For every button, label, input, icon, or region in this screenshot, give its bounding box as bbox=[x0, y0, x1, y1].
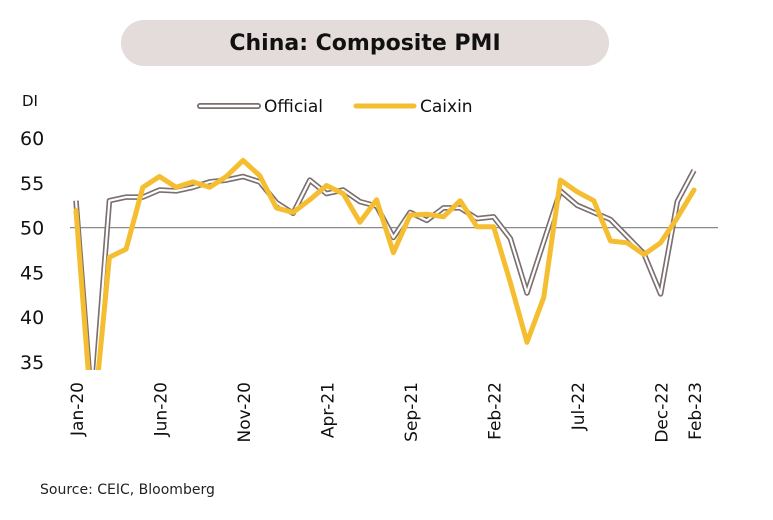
legend: Official Caixin bbox=[197, 97, 473, 117]
x-axis-ticks: Jan-20 Jun-20 Nov-20 Apr-21 Sep-21 Feb-22 Jul-… bbox=[68, 382, 706, 443]
official-line-inner bbox=[74, 169, 695, 370]
y-axis-ticks: 35 40 45 50 55 60 bbox=[20, 128, 44, 374]
y-axis-label: DI bbox=[22, 92, 38, 110]
y-tick-label: 60 bbox=[20, 128, 44, 150]
x-tick-label: Dec-22 bbox=[653, 382, 673, 443]
x-tick-label: Apr-21 bbox=[319, 382, 339, 438]
source-note: Source: CEIC, Bloomberg bbox=[40, 482, 215, 498]
x-tick-label: Sep-21 bbox=[402, 382, 422, 442]
y-tick-label: 50 bbox=[20, 218, 44, 240]
legend-official-label: Official bbox=[264, 97, 323, 117]
y-tick-label: 40 bbox=[20, 307, 44, 329]
legend-caixin-label: Caixin bbox=[420, 97, 473, 117]
x-tick-label: Nov-20 bbox=[235, 382, 255, 443]
series-lines bbox=[73, 157, 697, 370]
chart-title-pill: China: Composite PMI bbox=[121, 20, 609, 66]
x-tick-label: Jan-20 bbox=[68, 382, 88, 437]
chart-title: China: Composite PMI bbox=[229, 30, 501, 56]
caixin-line bbox=[73, 157, 697, 370]
y-tick-label: 45 bbox=[20, 262, 44, 284]
y-tick-label: 55 bbox=[20, 173, 44, 195]
x-tick-label: Feb-22 bbox=[486, 382, 506, 440]
y-tick-label: 35 bbox=[20, 352, 44, 374]
official-line-outline bbox=[73, 169, 697, 370]
x-tick-label: Feb-23 bbox=[686, 382, 706, 440]
x-tick-label: Jul-22 bbox=[569, 382, 589, 431]
x-tick-label: Jun-20 bbox=[152, 382, 172, 437]
